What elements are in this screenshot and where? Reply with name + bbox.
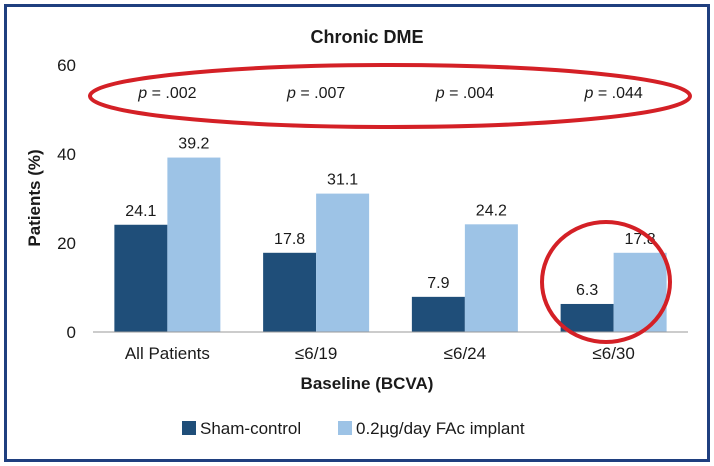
bar-fac-implant [613, 252, 667, 332]
legend: Sham-control 0.2µg/day FAc implant [182, 419, 525, 438]
p-values-highlight-ellipse [88, 63, 692, 129]
bar-fac-implant [167, 157, 221, 332]
x-axis-ticks: All Patients ≤6/19 ≤6/24 ≤6/30 [125, 344, 635, 363]
bars-group [114, 157, 667, 332]
p-value-label: p = .007 [286, 85, 345, 102]
data-label: 7.9 [427, 275, 449, 292]
legend-swatch-sham-control [182, 421, 196, 435]
x-tick-label: All Patients [125, 344, 210, 363]
data-label: 24.2 [476, 202, 507, 219]
p-value-label: p = .044 [583, 85, 642, 102]
data-labels-group: 24.139.217.831.17.924.26.317.8 [125, 136, 655, 299]
bar-fac-implant [464, 224, 518, 332]
x-tick-label: ≤6/19 [295, 344, 337, 363]
x-tick-label: ≤6/24 [444, 344, 486, 363]
bar-sham-control [411, 296, 465, 332]
data-label: 39.2 [178, 136, 209, 153]
x-tick-label: ≤6/30 [592, 344, 634, 363]
bar-sham-control [114, 224, 168, 332]
data-label: 31.1 [327, 172, 358, 189]
y-tick-label: 60 [57, 56, 76, 75]
p-value-label: p = .002 [137, 85, 196, 102]
x-axis-title: Baseline (BCVA) [301, 374, 434, 393]
bar-sham-control [560, 303, 614, 332]
data-label: 24.1 [125, 203, 156, 220]
p-value-label: p = .004 [435, 85, 494, 102]
legend-label-fac-implant: 0.2µg/day FAc implant [356, 419, 525, 438]
p-values-group: p = .002 p = .007 p = .004 p = .044 [137, 85, 643, 102]
legend-swatch-fac-implant [338, 421, 352, 435]
y-tick-label: 20 [57, 234, 76, 253]
y-axis-ticks: 0 20 40 60 [57, 56, 76, 342]
y-tick-label: 0 [67, 323, 76, 342]
y-tick-label: 40 [57, 145, 76, 164]
y-axis-title: Patients (%) [25, 149, 44, 246]
data-label: 17.8 [274, 231, 305, 248]
last-group-highlight-circle [540, 220, 672, 344]
bar-fac-implant [316, 193, 370, 332]
data-label: 6.3 [576, 282, 598, 299]
legend-label-sham-control: Sham-control [200, 419, 301, 438]
chart-title: Chronic DME [310, 27, 423, 47]
bar-sham-control [263, 252, 317, 332]
